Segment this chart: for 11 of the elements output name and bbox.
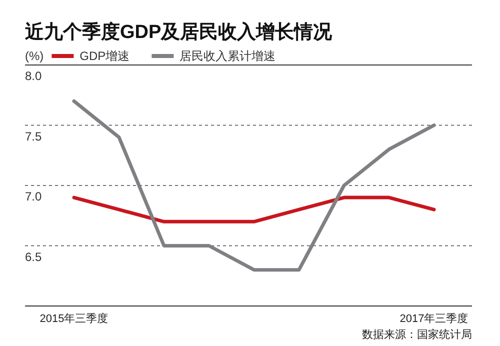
chart-title: 近九个季度GDP及居民收入增长情况 [24,21,334,43]
x-tick-label: 2017年三季度 [400,312,468,325]
x-tick-label: 2015年三季度 [40,312,108,325]
source-note: 数据来源：国家统计局 [362,328,472,341]
legend-label: 居民收入累计增速 [180,49,276,63]
y-tick-label: 8.0 [25,69,42,83]
legend-label: GDP增速 [80,49,130,63]
y-tick-label: 7.5 [25,129,42,144]
y-tick-label: 7.0 [25,190,42,204]
y-tick-label: 6.5 [25,250,42,264]
y-axis-title: (%) [25,49,44,63]
